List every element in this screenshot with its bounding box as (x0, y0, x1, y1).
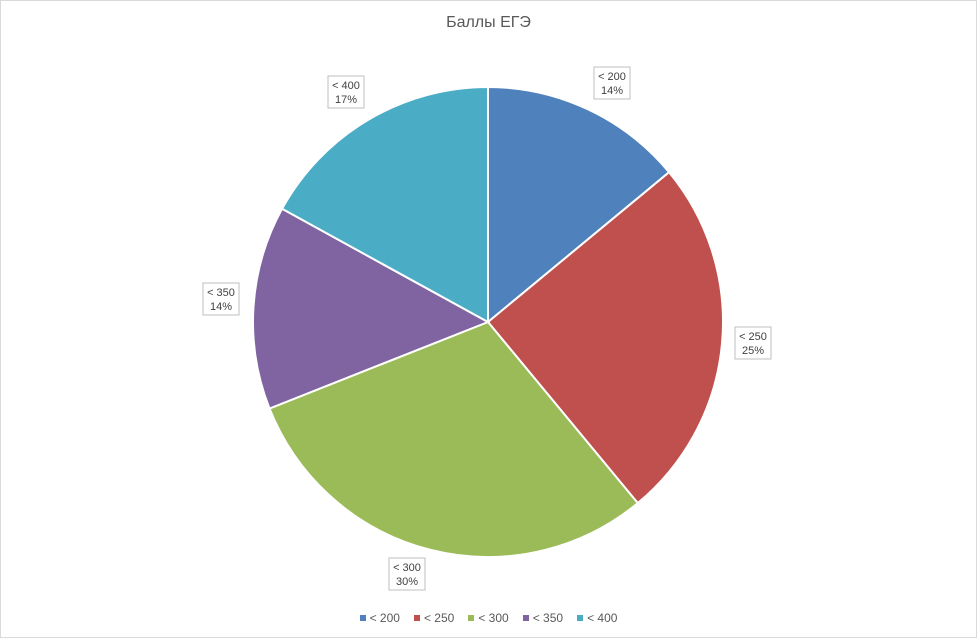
legend-label: < 300 (478, 611, 509, 625)
data-label-category: < 250 (739, 331, 767, 343)
pie-slice-3 (252, 207, 491, 410)
data-label-category: < 200 (598, 71, 626, 83)
data-label-box (327, 75, 365, 109)
data-label-box (734, 326, 772, 360)
data-label-3: < 350 14% (202, 282, 240, 316)
legend-item-3: < 350 (522, 611, 564, 625)
data-label-percent: 25% (742, 345, 764, 357)
data-label-1: < 250 25% (734, 326, 772, 360)
chart-legend: < 200 < 250 < 300 < 350 < 400 (1, 611, 976, 625)
legend-swatch (468, 615, 475, 621)
data-labels: < 200 14% < 250 25% < 300 30% < 350 14% < 400 17% (202, 66, 772, 591)
legend-swatch (522, 615, 529, 621)
data-label-2: < 300 30% (388, 557, 426, 591)
pie-slice-1 (486, 170, 724, 505)
data-label-percent: 17% (335, 94, 357, 106)
legend-swatch (413, 615, 420, 621)
data-label-4: < 400 17% (327, 75, 365, 109)
pie-slices (252, 85, 724, 558)
data-label-category: < 300 (393, 562, 421, 574)
legend-item-4: < 400 (577, 611, 617, 625)
data-label-box (202, 282, 240, 316)
data-label-box (388, 557, 426, 591)
pie-slice-4 (280, 85, 489, 324)
data-label-percent: 14% (601, 85, 623, 97)
data-label-percent: 30% (396, 576, 418, 588)
pie-chart-plot: < 200 14% < 250 25% < 300 30% < 350 14% < 400 17% (202, 66, 772, 591)
pie-slice-2 (268, 320, 640, 558)
legend-swatch (577, 615, 584, 621)
data-label-box (593, 66, 631, 100)
chart-title: Баллы ЕГЭ (446, 14, 531, 31)
data-label-category: < 350 (207, 287, 235, 299)
legend-item-2: < 300 (468, 611, 509, 625)
data-label-category: < 400 (332, 80, 360, 92)
legend-item-0: < 200 (359, 611, 400, 625)
data-label-0: < 200 14% (593, 66, 631, 100)
data-label-percent: 14% (210, 301, 232, 313)
legend-label: < 400 (587, 611, 618, 625)
pie-slice-0 (487, 85, 671, 325)
legend-label: < 200 (369, 611, 400, 625)
legend-swatch (359, 615, 366, 621)
legend-label: < 250 (423, 611, 455, 625)
legend-label: < 350 (532, 611, 564, 625)
legend-item-1: < 250 (413, 611, 455, 625)
